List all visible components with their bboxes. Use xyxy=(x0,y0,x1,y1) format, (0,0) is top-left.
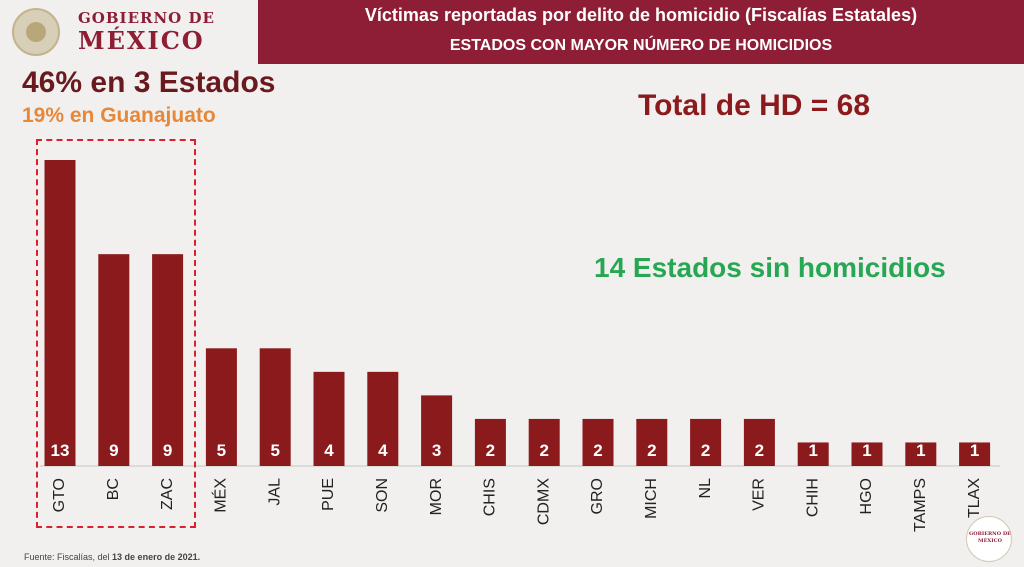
category-label-gro: GRO xyxy=(589,478,606,514)
value-label-gro: 2 xyxy=(593,441,602,460)
value-label-cdmx: 2 xyxy=(539,441,548,460)
bar-zac xyxy=(152,254,184,466)
value-label-mor: 3 xyxy=(432,441,441,460)
category-label-bc: BC xyxy=(105,478,122,500)
bar-mich xyxy=(636,418,668,466)
corner-logo-text-2: MÉXICO xyxy=(978,538,1002,544)
category-label-gto: GTO xyxy=(51,478,68,512)
category-label-jal: JAL xyxy=(266,478,283,506)
value-label-chis: 2 xyxy=(486,441,495,460)
value-label-méx: 5 xyxy=(217,441,226,460)
value-label-chih: 1 xyxy=(808,441,817,460)
bar-gro xyxy=(582,418,614,466)
logo-line-1: GOBIERNO DE xyxy=(78,9,215,27)
category-label-chih: CHIH xyxy=(804,478,821,517)
value-label-nl: 2 xyxy=(701,441,710,460)
corner-logo-text-1: GOBIERNO DE xyxy=(969,531,1011,537)
category-label-son: SON xyxy=(374,478,391,513)
value-label-gto: 13 xyxy=(51,441,70,460)
category-label-méx: MÉX xyxy=(211,478,230,513)
bar-méx xyxy=(205,348,237,466)
bar-nl xyxy=(690,418,722,466)
value-label-tlax: 1 xyxy=(970,441,979,460)
category-label-zac: ZAC xyxy=(159,478,176,510)
value-label-son: 4 xyxy=(378,441,388,460)
bar-jal xyxy=(259,348,291,466)
bar-tamps xyxy=(905,442,937,466)
category-label-chis: CHIS xyxy=(482,478,499,516)
category-label-mich: MICH xyxy=(643,478,660,519)
bar-son xyxy=(367,371,399,466)
value-label-pue: 4 xyxy=(324,441,334,460)
value-label-hgo: 1 xyxy=(862,441,871,460)
value-label-zac: 9 xyxy=(163,441,172,460)
guanajuato-percentage: 19% en Guanajuato xyxy=(22,104,216,127)
coat-of-arms-icon xyxy=(12,8,60,56)
bar-pue xyxy=(313,371,345,466)
value-label-mich: 2 xyxy=(647,441,656,460)
category-label-tamps: TAMPS xyxy=(912,478,929,532)
bar-cdmx xyxy=(528,418,560,466)
bar-hgo xyxy=(851,442,883,466)
value-label-bc: 9 xyxy=(109,441,118,460)
total-homicides: Total de HD = 68 xyxy=(638,89,871,122)
top3-highlight-box xyxy=(36,139,196,528)
bar-tlax xyxy=(959,442,991,466)
states-without-homicides: 14 Estados sin homicidios xyxy=(594,252,946,283)
value-label-jal: 5 xyxy=(270,441,279,460)
bar-gto xyxy=(44,160,76,466)
government-logo: GOBIERNO DE MÉXICO xyxy=(0,0,258,64)
category-label-hgo: HGO xyxy=(858,478,875,514)
bar-chih xyxy=(797,442,829,466)
category-label-mor: MOR xyxy=(428,478,445,515)
logo-line-2: MÉXICO xyxy=(78,26,205,55)
category-label-tlax: TLAX xyxy=(966,478,983,518)
slide-title: Víctimas reportadas por delito de homici… xyxy=(364,5,918,25)
bar-chis xyxy=(474,418,506,466)
value-label-tamps: 1 xyxy=(916,441,925,460)
top3-percentage: 46% en 3 Estados xyxy=(22,66,276,99)
source-date: 13 de enero de 2021. xyxy=(112,552,201,562)
bar-ver xyxy=(743,418,775,466)
corner-logo: GOBIERNO DE MÉXICO xyxy=(966,516,1012,562)
category-label-cdmx: CDMX xyxy=(535,478,552,525)
source-note: Fuente: Fiscalías, del 13 de enero de 20… xyxy=(24,552,200,562)
value-label-ver: 2 xyxy=(755,441,764,460)
bar-mor xyxy=(421,395,453,466)
slide-subtitle: ESTADOS CON MAYOR NÚMERO DE HOMICIDIOS xyxy=(449,37,833,54)
category-label-pue: PUE xyxy=(320,478,337,511)
bar-bc xyxy=(98,254,130,466)
header-bar: GOBIERNO DE MÉXICO Víctimas reportadas p… xyxy=(0,0,1024,64)
category-label-ver: VER xyxy=(751,478,768,511)
category-label-nl: NL xyxy=(697,478,714,499)
source-prefix: Fuente: Fiscalías, del xyxy=(24,552,113,562)
